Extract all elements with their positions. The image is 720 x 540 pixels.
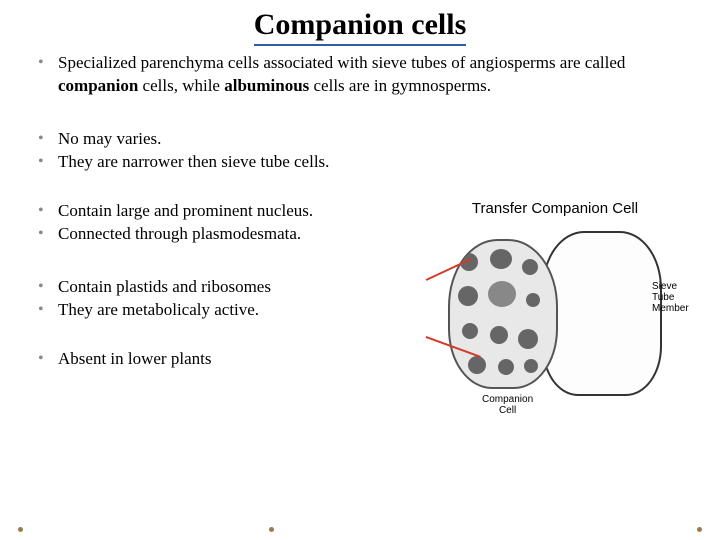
content-row: Contain large and prominent nucleus. Con…: [30, 200, 690, 406]
cell-diagram: Companion Cell Sieve Tube Member: [420, 221, 685, 406]
bullet-text: Absent in lower plants: [58, 349, 211, 368]
label-companion: Companion Cell: [482, 394, 533, 416]
page-title: Companion cells: [254, 8, 467, 46]
organelle-icon: [490, 326, 508, 344]
bullet-text: cells, while: [138, 76, 224, 95]
organelle-icon: [462, 323, 478, 339]
slide-container: Companion cells Specialized parenchyma c…: [0, 0, 720, 540]
figure-title: Transfer Companion Cell: [420, 200, 690, 217]
organelle-icon: [522, 259, 538, 275]
bullet-bold: albuminous: [224, 76, 309, 95]
organelle-icon: [524, 359, 538, 373]
bullet-text: Contain large and prominent nucleus.: [58, 201, 313, 220]
organelle-icon: [490, 249, 512, 269]
bullet-group-4: Contain plastids and ribosomes They are …: [30, 276, 410, 322]
bullet-group-2: No may varies. They are narrower then si…: [30, 128, 690, 174]
organelle-icon: [468, 356, 486, 374]
organelle-icon: [458, 286, 478, 306]
nucleus-icon: [488, 281, 516, 307]
footer-dot-icon: [269, 527, 274, 532]
organelle-icon: [526, 293, 540, 307]
bullet-text: Specialized parenchyma cells associated …: [58, 53, 625, 72]
organelle-icon: [518, 329, 538, 349]
bullet-item: Contain plastids and ribosomes: [30, 276, 410, 299]
footer-dot-icon: [697, 527, 702, 532]
label-sieve: Sieve Tube Member: [652, 281, 689, 314]
bullet-group-5: Absent in lower plants: [30, 348, 410, 371]
bullet-text: They are metabolicaly active.: [58, 300, 259, 319]
text-column: Contain large and prominent nucleus. Con…: [30, 200, 410, 406]
organelle-icon: [498, 359, 514, 375]
figure-column: Transfer Companion Cell: [420, 200, 690, 406]
figure-container: Transfer Companion Cell: [420, 200, 690, 406]
sieve-tube-cell: [542, 231, 662, 396]
bullet-item: They are narrower then sieve tube cells.: [30, 151, 690, 174]
bullet-text: Connected through plasmodesmata.: [58, 224, 301, 243]
bullet-item: Contain large and prominent nucleus.: [30, 200, 410, 223]
footer-decoration: [0, 526, 720, 534]
bullet-item: No may varies.: [30, 128, 690, 151]
bullet-bold: companion: [58, 76, 138, 95]
bullet-text: No may varies.: [58, 129, 161, 148]
bullet-item: Absent in lower plants: [30, 348, 410, 371]
bullet-text: Contain plastids and ribosomes: [58, 277, 271, 296]
bullet-text: cells are in gymnosperms.: [309, 76, 491, 95]
bullet-group-3: Contain large and prominent nucleus. Con…: [30, 200, 410, 246]
footer-dot-icon: [18, 527, 23, 532]
bullet-item: They are metabolicaly active.: [30, 299, 410, 322]
bullet-text: They are narrower then sieve tube cells.: [58, 152, 329, 171]
bullet-item: Connected through plasmodesmata.: [30, 223, 410, 246]
bullet-item: Specialized parenchyma cells associated …: [30, 52, 690, 98]
bullet-group-1: Specialized parenchyma cells associated …: [30, 52, 690, 98]
